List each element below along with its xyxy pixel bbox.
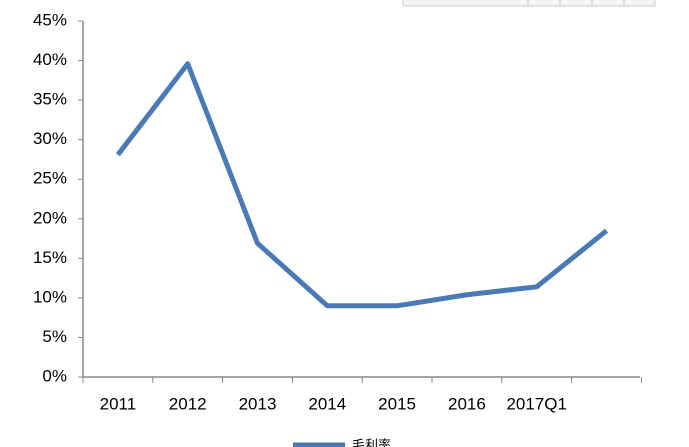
x-tick-label: 2017Q1 — [506, 394, 567, 413]
line-series — [115, 61, 609, 309]
y-tick-label: 35% — [33, 90, 67, 109]
legend-label: 毛利率 — [352, 437, 391, 447]
x-tick-label: 2013 — [239, 394, 277, 413]
x-tick-label: 2016 — [448, 394, 486, 413]
y-tick-label: 20% — [33, 208, 67, 227]
y-tick-label: 45% — [33, 10, 67, 29]
table-fragment — [402, 0, 656, 7]
y-tick-label: 15% — [33, 248, 67, 267]
y-tick-label: 40% — [33, 50, 67, 69]
x-tick-label: 2015 — [378, 394, 416, 413]
y-tick-label: 0% — [42, 366, 67, 385]
x-tick-label: 2012 — [169, 394, 207, 413]
y-tick-label: 10% — [33, 287, 67, 306]
y-tick-label: 25% — [33, 169, 67, 188]
y-tick-label: 5% — [42, 327, 67, 346]
x-tick-label: 2011 — [100, 394, 137, 413]
x-tick-label: 2014 — [308, 394, 346, 413]
y-tick-label: 30% — [33, 129, 67, 148]
